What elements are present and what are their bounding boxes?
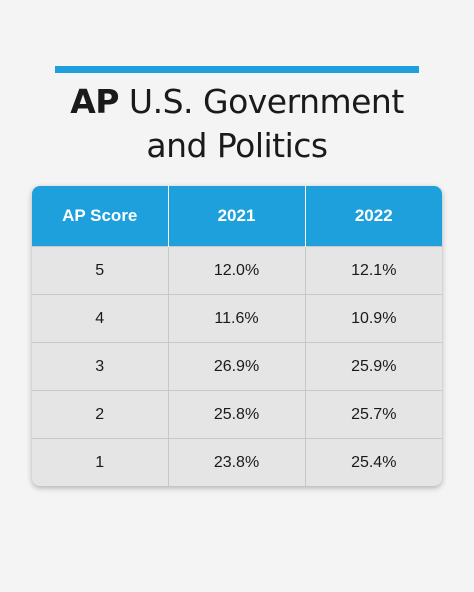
table-row: 4 11.6% 10.9%: [32, 294, 442, 343]
percent-2022-cell: 12.1%: [304, 246, 442, 295]
score-cell: 5: [32, 246, 168, 295]
score-distribution-table: AP Score 2021 2022 5 12.0% 12.1% 4 11.6%…: [32, 186, 442, 486]
percent-2022-cell: 25.9%: [304, 342, 442, 391]
title-bold-word: AP: [70, 82, 119, 121]
percent-2021-cell: 12.0%: [167, 246, 305, 295]
title-line-2: and Politics: [146, 126, 328, 165]
header-ap-score: AP Score: [32, 186, 168, 247]
score-cell: 2: [32, 390, 168, 439]
percent-2022-cell: 10.9%: [304, 294, 442, 343]
table-row: 3 26.9% 25.9%: [32, 342, 442, 391]
score-cell: 4: [32, 294, 168, 343]
page-title: AP U.S. Government and Politics: [20, 80, 454, 168]
header-2021: 2021: [167, 186, 305, 247]
title-line-1: U.S. Government: [128, 82, 404, 121]
percent-2021-cell: 23.8%: [167, 438, 305, 486]
title-accent-bar: [55, 66, 419, 73]
table-row: 5 12.0% 12.1%: [32, 246, 442, 295]
table-row: 1 23.8% 25.4%: [32, 438, 442, 486]
header-2022: 2022: [304, 186, 442, 247]
percent-2021-cell: 26.9%: [167, 342, 305, 391]
table-row: 2 25.8% 25.7%: [32, 390, 442, 439]
percent-2021-cell: 25.8%: [167, 390, 305, 439]
score-cell: 3: [32, 342, 168, 391]
score-cell: 1: [32, 438, 168, 486]
score-table-card: AP Score 2021 2022 5 12.0% 12.1% 4 11.6%…: [32, 186, 442, 486]
percent-2022-cell: 25.7%: [304, 390, 442, 439]
table-header-row: AP Score 2021 2022: [32, 186, 442, 247]
percent-2021-cell: 11.6%: [167, 294, 305, 343]
percent-2022-cell: 25.4%: [304, 438, 442, 486]
